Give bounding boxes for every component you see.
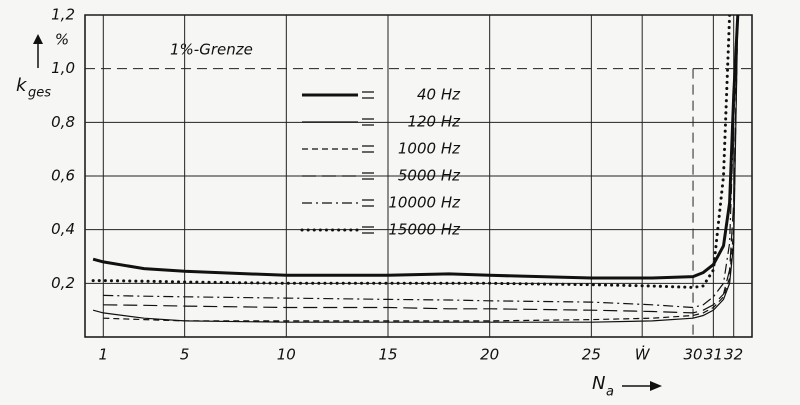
x-tick-label: 31 (704, 346, 723, 364)
y-label-sub: ges (28, 86, 51, 101)
x-arrow-head (650, 381, 662, 391)
x-tick-label: 20 (480, 346, 499, 364)
legend-label: 5000 Hz (398, 167, 461, 185)
series-line (92, 15, 740, 280)
y-unit: % (55, 31, 69, 49)
y-arrow-head (33, 34, 43, 44)
x-tick-label: 30 (683, 346, 702, 364)
legend-equals (362, 226, 374, 234)
legend-equals (362, 199, 374, 207)
legend-equals (362, 118, 374, 126)
x-tick-label: 25 (582, 346, 601, 364)
y-tick-label: 1,2 (51, 6, 75, 24)
series-line (91, 15, 732, 289)
legend-equals (362, 91, 374, 99)
y-tick-label: 0,8 (51, 113, 75, 131)
x-tick-label: 15 (378, 346, 397, 364)
series-line (103, 15, 739, 322)
series-line (103, 15, 739, 314)
x-tick-label: 10 (277, 346, 296, 364)
legend-label: 40 Hz (417, 86, 461, 104)
legend-equals (362, 145, 374, 153)
series-line (92, 15, 739, 323)
x-tick-label: 5 (180, 346, 190, 364)
y-label: k (16, 75, 28, 96)
legend-label: 15000 Hz (388, 221, 461, 239)
y-tick-label: 0,4 (51, 220, 75, 238)
legend-equals (362, 172, 374, 180)
y-tick-label: 0,6 (51, 167, 75, 185)
y-tick-label: 0,2 (51, 274, 75, 292)
x-label: N (592, 373, 605, 394)
x-tick-label: 1 (99, 346, 109, 364)
legend-label: 1000 Hz (398, 140, 461, 158)
x-tick-label: Ẇ (635, 345, 651, 364)
annotation: 1%-Grenze (170, 41, 253, 59)
legend-label: 120 Hz (407, 113, 461, 131)
x-label-sub: a (606, 385, 614, 400)
y-tick-label: 1,0 (51, 59, 75, 77)
x-tick-label: 32 (724, 346, 743, 364)
legend-label: 10000 Hz (388, 194, 461, 212)
